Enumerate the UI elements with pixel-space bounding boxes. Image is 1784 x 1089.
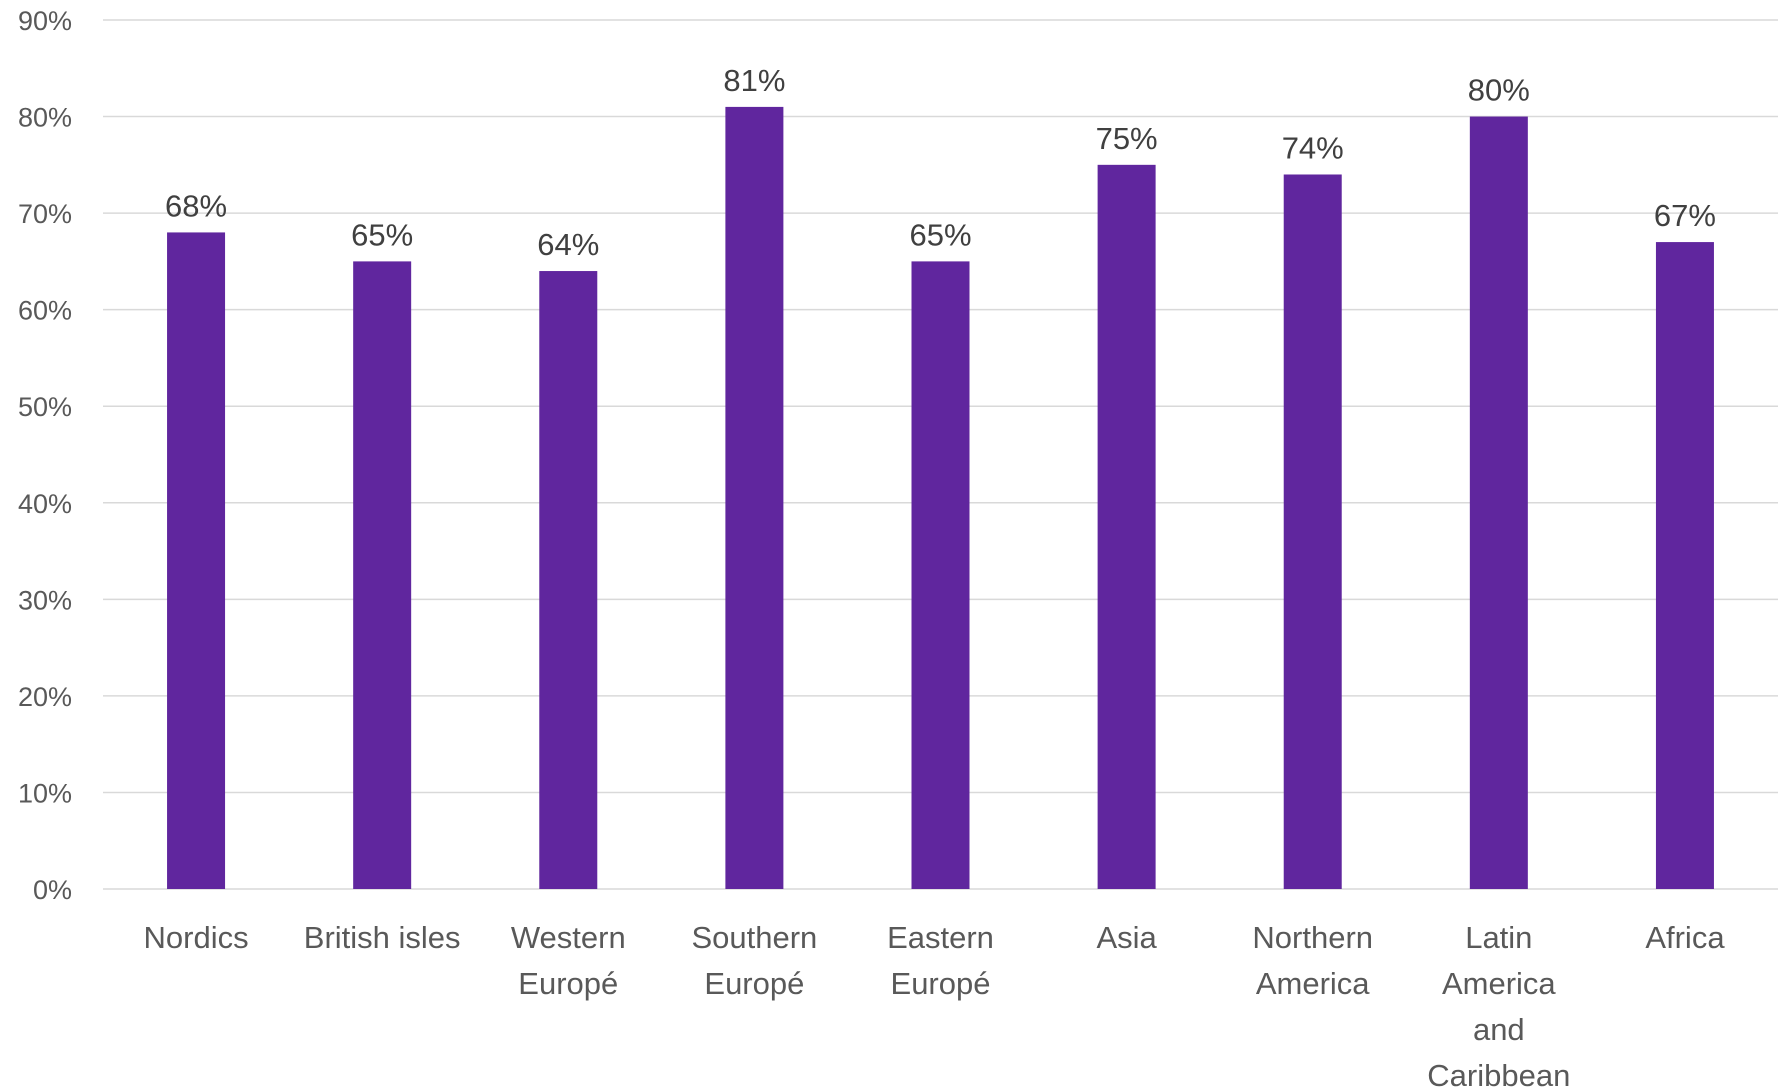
x-tick-label-line: British isles	[304, 920, 461, 955]
data-label: 75%	[1096, 121, 1158, 156]
x-tick-label-line: Europé	[704, 966, 804, 1001]
x-axis: Nordics British isles Western EuropéSouther…	[144, 920, 1726, 1089]
x-tick-label: Asia	[1096, 920, 1157, 955]
y-tick-label: 0%	[33, 875, 72, 905]
y-axis: 0% 10% 20% 30% 40% 50% 60% 70% 80% 90%	[18, 6, 72, 905]
x-tick-label-line: Latin	[1465, 920, 1532, 955]
x-tick-label-line: America	[1442, 966, 1556, 1001]
data-label: 81%	[723, 63, 785, 98]
x-tick-label: Latin America and Caribbean	[1427, 920, 1570, 1089]
bar	[911, 261, 970, 889]
x-tick-label: Eastern Europé	[887, 920, 994, 1001]
x-tick-label-line: Northern	[1252, 920, 1373, 955]
data-labels: 68% 65% 64% 81% 65% 75% 74% 80% 67%	[165, 63, 1716, 262]
bar	[1097, 164, 1156, 890]
x-tick-label-line: Eastern	[887, 920, 994, 955]
x-tick-label-line: and	[1473, 1012, 1525, 1047]
x-tick-label: British isles	[304, 920, 461, 955]
x-tick-label-line: Europé	[891, 966, 991, 1001]
bar	[353, 261, 412, 889]
x-tick-label-line: Caribbean	[1427, 1058, 1570, 1089]
x-tick-label-line: Europé	[518, 966, 618, 1001]
data-label: 68%	[165, 188, 227, 223]
y-tick-label: 30%	[18, 585, 72, 615]
y-tick-label: 70%	[18, 199, 72, 229]
x-tick-label: Southern Europé	[691, 920, 817, 1001]
data-label: 65%	[351, 217, 413, 252]
data-label: 67%	[1654, 198, 1716, 233]
bar	[1283, 174, 1342, 889]
data-label: 64%	[537, 227, 599, 262]
y-tick-label: 80%	[18, 103, 72, 133]
x-tick-label-line: Africa	[1645, 920, 1725, 955]
y-tick-label: 90%	[18, 6, 72, 36]
x-tick-label-line: Asia	[1096, 920, 1157, 955]
bar	[1655, 242, 1714, 890]
x-tick-label-line: Western	[511, 920, 626, 955]
x-tick-label: Northern America	[1252, 920, 1373, 1001]
data-label: 80%	[1468, 73, 1530, 108]
bar	[539, 271, 598, 889]
x-tick-label: Western Europé	[511, 920, 626, 1001]
y-tick-label: 40%	[18, 489, 72, 519]
x-tick-label: Nordics	[144, 920, 249, 955]
bars	[167, 106, 1714, 890]
x-tick-label-line: Nordics	[144, 920, 249, 955]
y-tick-label: 20%	[18, 682, 72, 712]
data-label: 74%	[1282, 130, 1344, 165]
y-tick-label: 60%	[18, 296, 72, 326]
x-tick-label-line: Southern	[691, 920, 817, 955]
bar	[725, 106, 784, 889]
x-tick-label: Africa	[1645, 920, 1725, 955]
bar	[167, 232, 226, 889]
y-tick-label: 10%	[18, 778, 72, 808]
x-tick-label-line: America	[1256, 966, 1370, 1001]
data-label: 65%	[909, 217, 971, 252]
y-tick-label: 50%	[18, 392, 72, 422]
bar	[1469, 116, 1528, 890]
